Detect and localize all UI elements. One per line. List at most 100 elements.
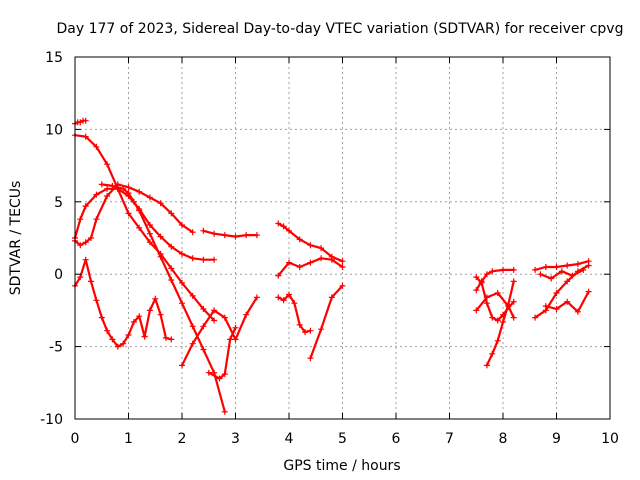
data-point (211, 230, 218, 237)
data-point (211, 307, 218, 314)
data-point (189, 229, 196, 236)
data-point (77, 274, 84, 281)
data-point (114, 343, 121, 350)
data-point (574, 261, 581, 268)
series-arc-4 (72, 181, 196, 249)
data-point (532, 314, 539, 321)
data-point (168, 210, 175, 217)
x-tick-label: 6 (392, 431, 401, 447)
y-axis-label: SDTVAR / TECUs (8, 181, 24, 296)
data-point (494, 337, 501, 344)
series-line (73, 258, 146, 348)
data-point (136, 188, 143, 195)
series-arc-11 (275, 291, 314, 336)
data-point (483, 300, 490, 307)
series-line (485, 280, 515, 367)
data-point (291, 300, 298, 307)
series-arc-8 (98, 181, 228, 415)
data-point (93, 143, 100, 150)
data-point (179, 300, 185, 307)
data-point (296, 321, 303, 328)
series-arc-9 (179, 294, 260, 369)
data-point (77, 216, 84, 223)
x-tick-label: 3 (231, 431, 240, 447)
data-point (136, 224, 143, 231)
data-point (275, 272, 282, 279)
y-tick-label: 15 (45, 50, 63, 66)
data-point (253, 294, 260, 301)
data-point (104, 185, 111, 192)
data-point (558, 268, 565, 275)
data-point (88, 235, 94, 241)
data-point (157, 311, 164, 318)
data-point (120, 340, 127, 347)
data-point (82, 256, 89, 263)
data-point (307, 327, 314, 334)
series-arc-21 (542, 288, 592, 315)
data-point (157, 200, 164, 207)
data-point (542, 303, 549, 310)
data-point (275, 220, 282, 227)
series-line (534, 264, 590, 319)
data-point (189, 340, 196, 347)
data-point (88, 278, 94, 285)
x-tick-label: 9 (552, 431, 561, 447)
data-point (221, 232, 228, 239)
data-series (72, 117, 592, 415)
data-point (93, 216, 100, 223)
data-point (179, 222, 185, 228)
ticks (74, 56, 611, 420)
series-arc-19 (532, 258, 592, 273)
data-point (120, 185, 127, 192)
x-tick-label: 8 (499, 431, 508, 447)
data-point (478, 278, 485, 285)
data-point (489, 350, 496, 357)
data-point (141, 333, 148, 340)
series-line (143, 297, 173, 341)
data-point (553, 290, 560, 296)
data-point (585, 288, 592, 295)
data-point (146, 239, 153, 246)
data-point (82, 203, 89, 210)
data-point (339, 282, 346, 289)
data-point (286, 291, 292, 298)
data-point (200, 256, 207, 263)
data-point (227, 336, 234, 343)
data-point (286, 259, 292, 266)
data-point (200, 227, 207, 234)
data-point (157, 253, 164, 260)
y-tick-label: 10 (45, 122, 63, 138)
data-point (168, 243, 175, 250)
data-point (136, 313, 143, 320)
data-point (510, 314, 517, 321)
series-line (277, 222, 344, 263)
x-tick-label: 1 (124, 431, 133, 447)
data-point (307, 259, 314, 266)
data-point (93, 297, 100, 304)
data-point (179, 279, 185, 286)
series-arc-12 (307, 282, 346, 362)
data-point (232, 233, 239, 240)
data-point (510, 278, 517, 285)
data-point (200, 346, 207, 353)
series-arc-17 (473, 266, 517, 294)
series-arc-7 (141, 295, 175, 343)
data-point (82, 239, 89, 246)
y-tick-label: 5 (54, 195, 63, 211)
data-point (489, 268, 496, 275)
data-point (296, 236, 303, 243)
data-point (505, 303, 512, 310)
data-point (243, 311, 250, 318)
data-point (532, 266, 539, 273)
data-point (157, 233, 164, 240)
data-point (130, 198, 137, 205)
data-point (104, 193, 111, 199)
data-point (130, 319, 137, 325)
y-tick-label: 0 (54, 267, 63, 283)
y-tick-labels: -10 -5 0 5 10 15 (40, 50, 63, 428)
data-point (489, 314, 496, 321)
data-point (93, 191, 100, 198)
data-point (473, 307, 480, 314)
data-point (553, 264, 560, 270)
